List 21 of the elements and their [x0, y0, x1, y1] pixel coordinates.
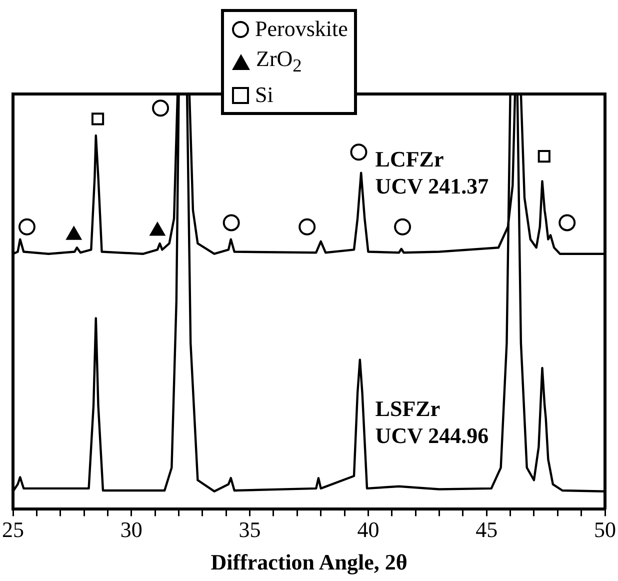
- x-axis-title: Diffraction Angle, 2θ: [210, 549, 408, 574]
- annotation: LCFZr UCV 241.37: [375, 146, 489, 199]
- x-tick-label: 35: [238, 517, 261, 542]
- x-tick-label: 50: [594, 517, 616, 542]
- point: [298, 218, 316, 236]
- point: [558, 214, 576, 232]
- x-tick-label: 45: [476, 517, 498, 542]
- legend-label: Perovskite: [255, 15, 348, 43]
- x-tick-label: 25: [2, 517, 24, 542]
- point: [538, 150, 550, 163]
- point: [91, 112, 104, 126]
- x-tick-label: 40: [357, 517, 380, 542]
- legend-label: ZrO$_{2}$: [256, 45, 302, 78]
- point: [350, 144, 368, 161]
- x-tick-label: 30: [120, 517, 142, 542]
- point: [394, 218, 412, 236]
- point: [222, 214, 240, 232]
- annotation: LSFZr UCV 244.96: [375, 396, 489, 448]
- legend-label: Si: [255, 81, 274, 110]
- point: [152, 100, 170, 117]
- point: [18, 218, 36, 236]
